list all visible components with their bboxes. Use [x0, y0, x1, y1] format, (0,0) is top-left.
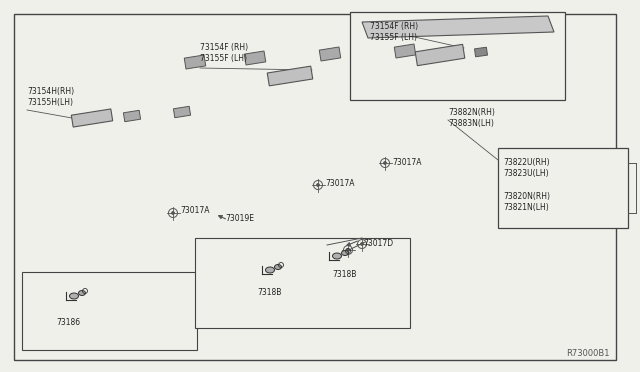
Bar [195, 238, 410, 328]
Bar [498, 148, 628, 228]
Text: 73822U(RH)
73823U(LH): 73822U(RH) 73823U(LH) [503, 158, 550, 178]
Bar [415, 44, 465, 66]
Bar [268, 66, 313, 86]
Bar [474, 47, 488, 57]
Polygon shape [200, 18, 580, 44]
Polygon shape [55, 50, 552, 90]
Text: 73154F (RH)
73155F (LH): 73154F (RH) 73155F (LH) [200, 43, 248, 63]
Polygon shape [362, 16, 554, 38]
Bar [350, 12, 565, 100]
Text: 73154F (RH)
73155F (LH): 73154F (RH) 73155F (LH) [370, 22, 418, 42]
Bar [74, 114, 91, 126]
Ellipse shape [266, 267, 275, 273]
Circle shape [361, 243, 364, 245]
Text: 73820N(RH)
73821N(LH): 73820N(RH) 73821N(LH) [503, 192, 550, 212]
Text: 73017A: 73017A [180, 205, 209, 215]
Bar [244, 51, 266, 65]
Circle shape [172, 212, 174, 214]
Ellipse shape [275, 264, 282, 269]
Bar [319, 47, 340, 61]
Ellipse shape [333, 253, 342, 259]
Text: 73017A: 73017A [325, 179, 355, 187]
Circle shape [317, 184, 319, 186]
Polygon shape [30, 90, 408, 133]
Text: 73017D: 73017D [363, 238, 393, 247]
Bar [394, 44, 416, 58]
Text: 73017A: 73017A [392, 157, 422, 167]
Text: 73154H(RH)
73155H(LH): 73154H(RH) 73155H(LH) [27, 87, 74, 107]
Ellipse shape [342, 250, 349, 256]
Text: R73000B1: R73000B1 [566, 350, 609, 359]
Bar [22, 272, 197, 350]
Text: 7318B: 7318B [258, 288, 282, 297]
Text: 73019E: 73019E [225, 214, 254, 222]
Text: 73186: 73186 [56, 318, 80, 327]
Ellipse shape [70, 293, 79, 299]
Text: 73882N(RH)
73883N(LH): 73882N(RH) 73883N(LH) [448, 108, 495, 128]
Bar [71, 109, 113, 127]
Bar [173, 106, 191, 118]
Text: 7318B: 7318B [333, 270, 357, 279]
Circle shape [384, 162, 386, 164]
Polygon shape [22, 130, 298, 176]
Bar [184, 55, 205, 69]
Ellipse shape [79, 291, 86, 295]
Circle shape [347, 249, 349, 251]
Bar [124, 110, 141, 122]
